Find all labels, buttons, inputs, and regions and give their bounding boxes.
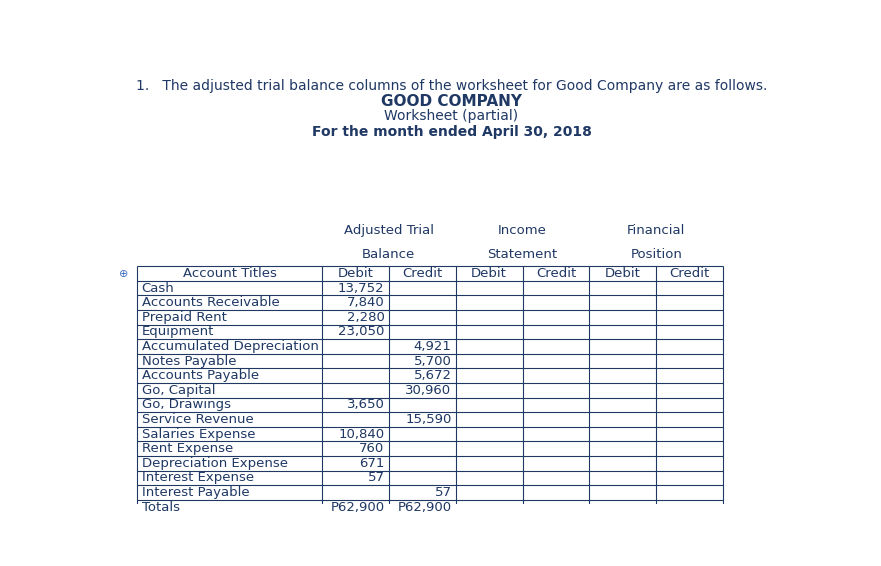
Text: Worksheet (partial): Worksheet (partial) <box>384 109 519 123</box>
Text: ⊕: ⊕ <box>119 268 129 278</box>
Text: Service Revenue: Service Revenue <box>142 413 253 426</box>
Text: 23,050: 23,050 <box>338 325 385 338</box>
Text: 7,840: 7,840 <box>347 296 385 309</box>
Text: Accounts Receivable: Accounts Receivable <box>142 296 279 309</box>
Text: Go, Capital: Go, Capital <box>142 384 215 397</box>
Text: GOOD COMPANY: GOOD COMPANY <box>381 94 522 109</box>
Text: 57: 57 <box>434 486 451 499</box>
Text: 2,280: 2,280 <box>347 311 385 324</box>
Text: 1.   The adjusted trial balance columns of the worksheet for Good Company are as: 1. The adjusted trial balance columns of… <box>136 79 767 93</box>
Text: Position: Position <box>631 248 682 261</box>
Text: Credit: Credit <box>670 267 710 280</box>
Text: 5,700: 5,700 <box>414 355 451 368</box>
Text: Cash: Cash <box>142 282 174 295</box>
Text: 15,590: 15,590 <box>405 413 451 426</box>
Text: 760: 760 <box>359 442 385 455</box>
Text: P62,900: P62,900 <box>397 500 451 513</box>
Text: 4,921: 4,921 <box>414 340 451 353</box>
Text: Credit: Credit <box>402 267 442 280</box>
Text: P62,900: P62,900 <box>330 500 385 513</box>
Text: Balance: Balance <box>362 248 415 261</box>
Text: Prepaid Rent: Prepaid Rent <box>142 311 226 324</box>
Text: 30,960: 30,960 <box>405 384 451 397</box>
Text: Totals: Totals <box>142 500 180 513</box>
Text: Credit: Credit <box>536 267 576 280</box>
Text: 57: 57 <box>367 471 385 484</box>
Text: Interest Payable: Interest Payable <box>142 486 249 499</box>
Text: Go, Drawings: Go, Drawings <box>142 398 231 411</box>
Text: Adjusted Trial: Adjusted Trial <box>344 224 433 237</box>
Text: Income: Income <box>498 224 547 237</box>
Text: Debit: Debit <box>605 267 640 280</box>
Text: Account Titles: Account Titles <box>182 267 277 280</box>
Text: 13,752: 13,752 <box>338 282 385 295</box>
Text: Accounts Payable: Accounts Payable <box>142 369 259 382</box>
Text: For the month ended April 30, 2018: For the month ended April 30, 2018 <box>312 125 591 139</box>
Text: Salaries Expense: Salaries Expense <box>142 428 255 440</box>
Text: Interest Expense: Interest Expense <box>142 471 254 484</box>
Text: 3,650: 3,650 <box>347 398 385 411</box>
Text: Accumulated Depreciation: Accumulated Depreciation <box>142 340 318 353</box>
Text: Debit: Debit <box>337 267 374 280</box>
Text: Rent Expense: Rent Expense <box>142 442 233 455</box>
Text: Debit: Debit <box>471 267 507 280</box>
Text: Notes Payable: Notes Payable <box>142 355 236 368</box>
Text: Financial: Financial <box>627 224 685 237</box>
Text: Statement: Statement <box>487 248 558 261</box>
Text: Depreciation Expense: Depreciation Expense <box>142 457 287 470</box>
Text: 671: 671 <box>359 457 385 470</box>
Text: Equipment: Equipment <box>142 325 214 338</box>
Text: 5,672: 5,672 <box>413 369 451 382</box>
Text: 10,840: 10,840 <box>338 428 385 440</box>
